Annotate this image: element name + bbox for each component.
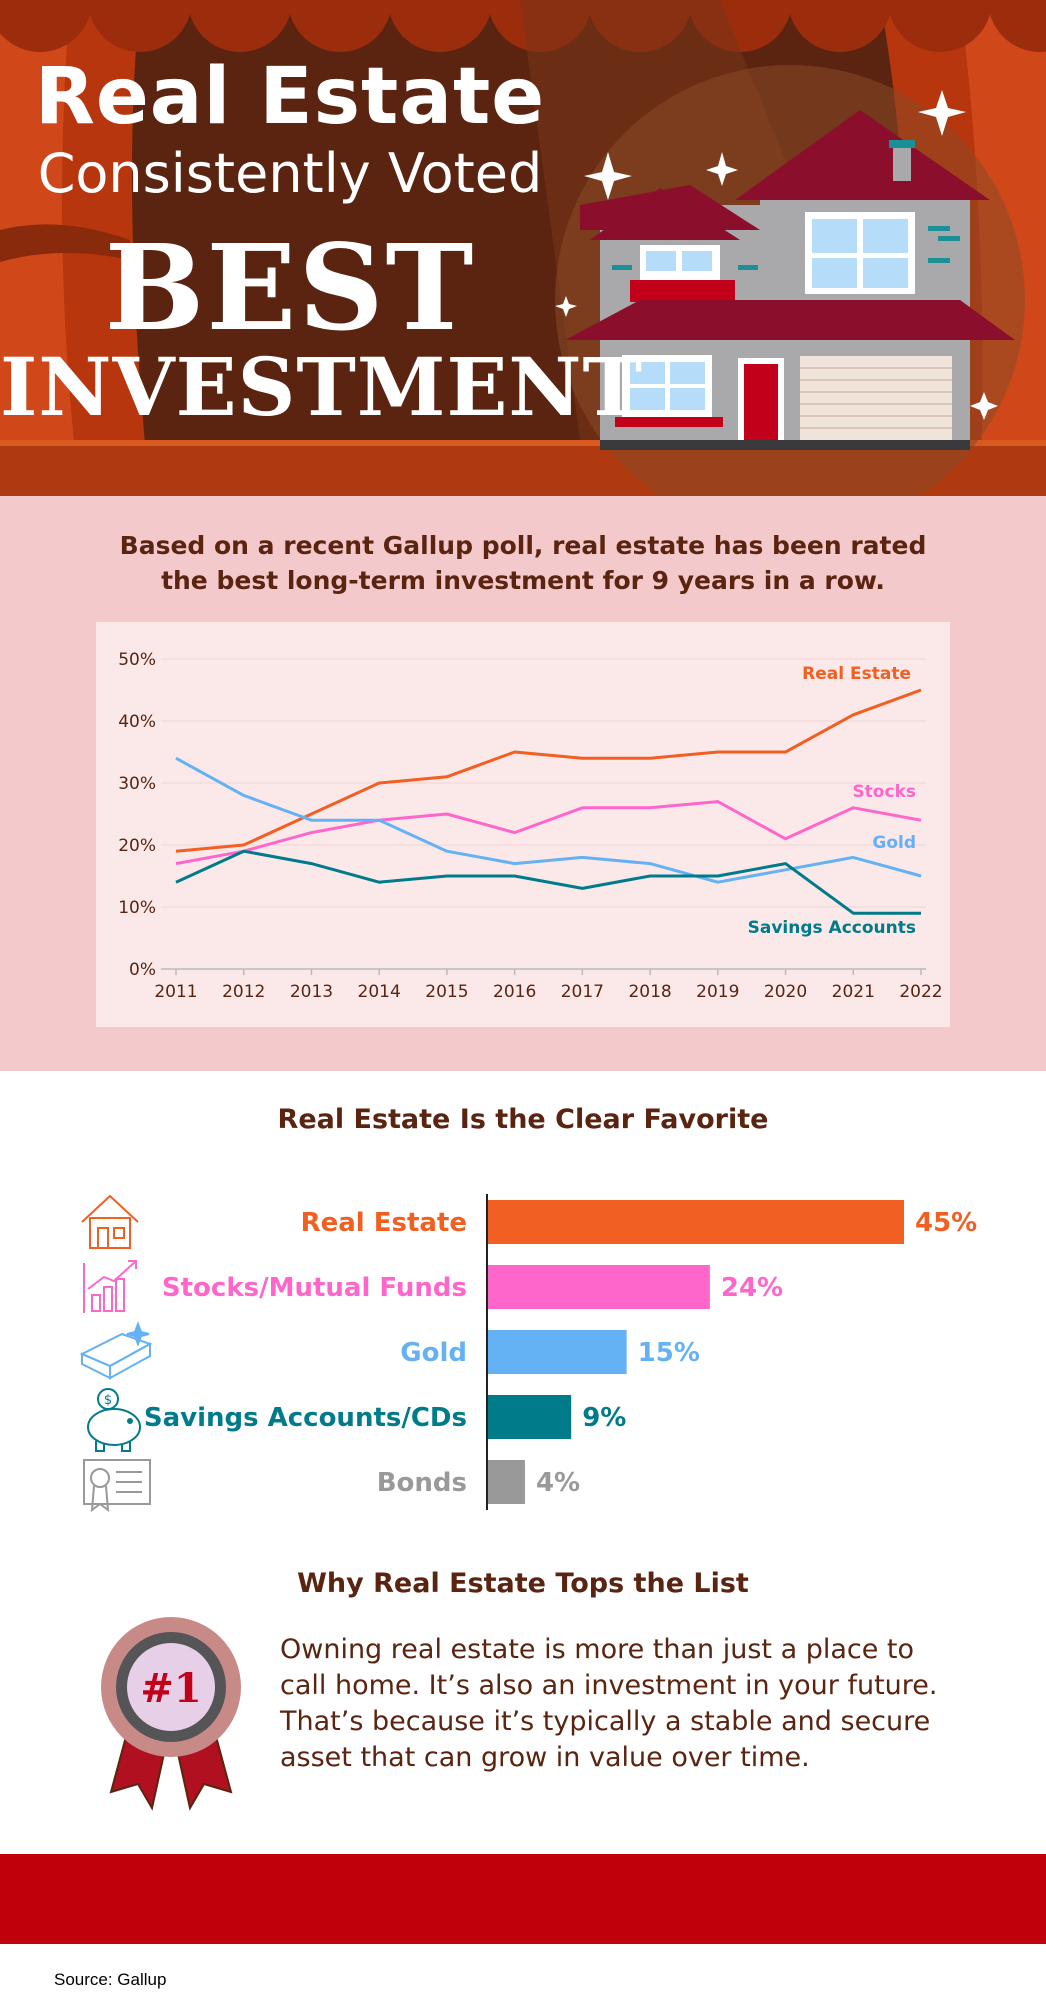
bar-chart-title: Real Estate Is the Clear Favorite bbox=[277, 1104, 769, 1135]
series-line-savings-accounts bbox=[175, 849, 921, 915]
bond-certificate-icon bbox=[83, 1459, 151, 1513]
series-line-real-estate bbox=[175, 688, 922, 853]
series-line-stocks bbox=[175, 800, 922, 866]
x-tick-label: 2012 bbox=[222, 982, 265, 1002]
gold-bar-icon bbox=[79, 1321, 153, 1380]
why-heading: Why Real Estate Tops the List bbox=[297, 1568, 749, 1599]
line-chart-panel bbox=[96, 622, 950, 1027]
x-tick-label: 2021 bbox=[832, 982, 875, 1002]
value-label: 24% bbox=[721, 1273, 783, 1303]
growth-chart-icon bbox=[83, 1260, 137, 1313]
bar-stocks-mutual-funds bbox=[488, 1265, 710, 1309]
hero-background bbox=[0, 0, 1046, 496]
y-tick-label: 10% bbox=[118, 898, 156, 918]
source-text: Source: Gallup bbox=[54, 1970, 167, 1989]
x-tick-label: 2018 bbox=[628, 982, 671, 1002]
x-tick-label: 2016 bbox=[493, 982, 536, 1002]
value-label: 9% bbox=[582, 1403, 626, 1433]
y-tick-label: 50% bbox=[118, 650, 156, 670]
x-tick-label: 2015 bbox=[425, 982, 468, 1002]
series-label: Stocks bbox=[852, 782, 916, 802]
bar-gold bbox=[488, 1330, 627, 1374]
x-tick-label: 2020 bbox=[764, 982, 807, 1002]
value-label: 4% bbox=[536, 1468, 580, 1498]
house-illustration bbox=[565, 110, 1015, 450]
category-label: Bonds bbox=[377, 1468, 467, 1498]
line-chart: 0% 10% 20% 30% 40% 50% 2011 2012 2013 2014 2015 201… bbox=[118, 650, 942, 1002]
series-label: Real Estate bbox=[802, 664, 911, 684]
award-ribbon-icon: #1 bbox=[101, 1617, 241, 1811]
intro-text: Based on a recent Gallup poll, real esta… bbox=[119, 531, 927, 595]
y-tick-label: 20% bbox=[118, 836, 156, 856]
x-tick-label: 2019 bbox=[696, 982, 739, 1002]
bar-chart: Real Estate 45% Stocks/Mutual Funds 24% Gold… bbox=[79, 1194, 977, 1513]
x-tick-label: 2022 bbox=[899, 982, 942, 1002]
x-tick-label: 2017 bbox=[561, 982, 604, 1002]
x-tick-label: 2014 bbox=[358, 982, 401, 1002]
category-label: Real Estate bbox=[301, 1208, 467, 1238]
x-tick-label: 2013 bbox=[290, 982, 333, 1002]
bar-bonds bbox=[488, 1460, 525, 1504]
series-line-gold bbox=[175, 756, 922, 884]
badge-rank-text: #1 bbox=[140, 1665, 201, 1712]
series-label: Gold bbox=[872, 833, 916, 853]
why-body-text: Owning real estate is more than just a p… bbox=[280, 1634, 938, 1773]
category-label: Stocks/Mutual Funds bbox=[162, 1273, 467, 1303]
y-tick-label: 40% bbox=[118, 712, 156, 732]
hero-title-line-3: BEST bbox=[104, 218, 476, 357]
category-label: Savings Accounts/CDs bbox=[144, 1403, 467, 1433]
bar-savings-accounts-cds bbox=[488, 1395, 572, 1439]
piggy-bank-icon: $ bbox=[87, 1388, 141, 1452]
value-label: 15% bbox=[638, 1338, 700, 1368]
hero-title-line-1: Real Estate bbox=[34, 52, 546, 142]
x-tick-label: 2011 bbox=[154, 982, 197, 1002]
sparkle-icons bbox=[555, 90, 998, 420]
dollar-sign-icon: $ bbox=[104, 1393, 112, 1408]
bar-real-estate bbox=[488, 1200, 904, 1244]
house-icon bbox=[81, 1194, 139, 1249]
y-tick-label: 30% bbox=[118, 774, 156, 794]
y-tick-label: 0% bbox=[129, 960, 156, 980]
footer-band bbox=[0, 1854, 1046, 1944]
value-label: 45% bbox=[915, 1208, 977, 1238]
hero-banner: Real Estate Consistently Voted BEST INVE… bbox=[0, 0, 1046, 496]
hero-title-line-2: Consistently Voted bbox=[37, 142, 543, 205]
hero-title-line-4: INVESTMENT bbox=[0, 340, 644, 434]
series-label: Savings Accounts bbox=[748, 918, 916, 938]
category-label: Gold bbox=[400, 1338, 467, 1368]
